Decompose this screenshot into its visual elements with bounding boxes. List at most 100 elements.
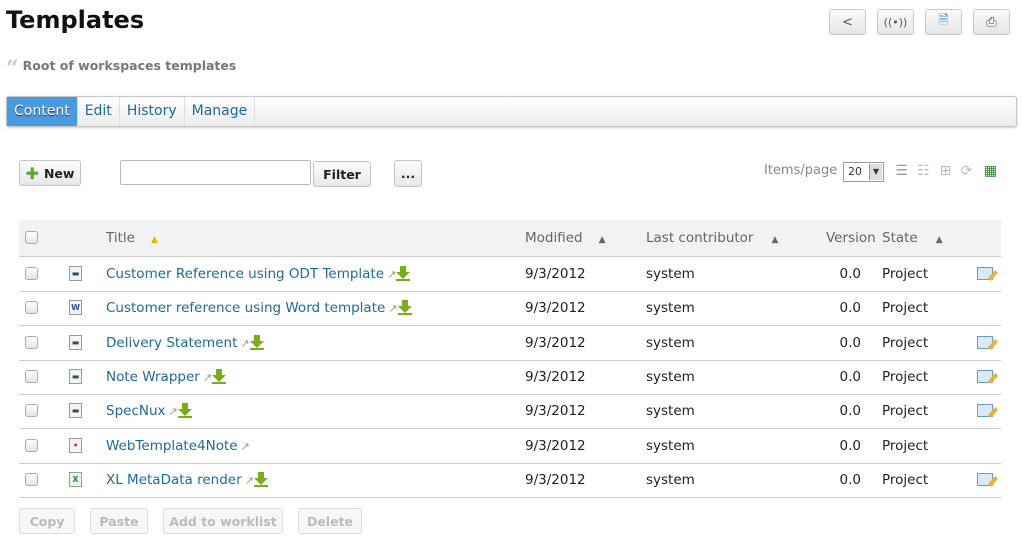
title-link[interactable]: WebTemplate4Note <box>106 437 238 454</box>
table-header: Title ▲ Modified ▲ Last contributor ▲ Versi… <box>19 220 1001 257</box>
row-title: SpecNux ↗ <box>106 403 192 419</box>
row-modified: 9/3/2012 <box>525 266 586 282</box>
table-row: ▬ SpecNux ↗ 9/3/2012 system 0.0 Project <box>19 394 1001 430</box>
row-checkbox[interactable] <box>25 404 38 418</box>
filter-button[interactable]: Filter <box>313 161 371 187</box>
edit-icon[interactable] <box>977 335 993 349</box>
row-state: Project <box>882 266 929 282</box>
edit-icon[interactable] <box>977 404 993 418</box>
row-state: Project <box>882 403 929 420</box>
thumbnail-view-icon[interactable]: ⊞ <box>939 163 952 179</box>
row-modified: 9/3/2012 <box>525 300 586 317</box>
tab-history[interactable]: History <box>120 97 185 126</box>
excel-export-icon[interactable]: ▦ <box>983 163 998 179</box>
row-title: Note Wrapper ↗ <box>106 368 227 385</box>
external-link-icon[interactable]: ↗ <box>240 439 250 453</box>
edit-icon[interactable] <box>977 267 993 280</box>
table-row: X XL MetaData render ↗ 9/3/2012 system 0.… <box>19 463 1001 498</box>
detail-view-icon[interactable]: ☷ <box>917 163 930 179</box>
copy-button[interactable]: Copy <box>19 508 75 534</box>
header-modified[interactable]: Modified ▲ <box>525 230 606 246</box>
paste-button[interactable]: Paste <box>90 508 148 534</box>
download-icon[interactable] <box>249 334 264 350</box>
table-row: • WebTemplate4Note ↗ 9/3/2012 system 0.0 … <box>19 429 1001 464</box>
row-checkbox[interactable] <box>25 335 38 349</box>
subscribe-button[interactable]: ((•)) <box>877 9 914 35</box>
table-row: ▬ Delivery Statement ↗ 9/3/2012 system 0.… <box>19 326 1001 361</box>
title-link[interactable]: Customer Reference using ODT Template <box>106 266 385 282</box>
row-modified: 9/3/2012 <box>525 471 586 488</box>
tab-content[interactable]: Content <box>7 97 78 126</box>
export-button[interactable]: 🗎 <box>925 9 962 35</box>
download-icon[interactable] <box>396 266 411 281</box>
more-button[interactable]: ... <box>394 160 422 187</box>
row-modified: 9/3/2012 <box>525 368 586 385</box>
row-checkbox[interactable] <box>25 301 38 315</box>
edit-icon[interactable] <box>977 369 993 383</box>
download-icon[interactable] <box>253 471 268 487</box>
sort-asc-icon: ▲ <box>150 235 158 245</box>
external-link-icon[interactable]: ↗ <box>240 336 250 350</box>
download-icon[interactable] <box>212 368 227 384</box>
download-icon[interactable] <box>397 300 412 316</box>
row-checkbox[interactable] <box>25 438 38 452</box>
row-state: Project <box>882 437 929 454</box>
row-title: Delivery Statement ↗ <box>106 334 264 351</box>
table-row: ▬ Customer Reference using ODT Template ↗… <box>19 257 1001 292</box>
row-version: 0.0 <box>839 471 861 488</box>
new-button[interactable]: ✚ New <box>19 160 81 186</box>
subscribe-icon: ((•)) <box>883 15 908 29</box>
list-view-icon[interactable]: ☰ <box>895 163 908 179</box>
delete-button[interactable]: Delete <box>298 508 362 534</box>
select-all-checkbox[interactable] <box>25 231 38 244</box>
filter-input[interactable] <box>120 160 311 185</box>
row-checkbox[interactable] <box>25 369 38 383</box>
add-to-worklist-button[interactable]: Add to worklist <box>163 508 283 534</box>
title-link[interactable]: Delivery Statement <box>106 334 238 351</box>
print-button[interactable]: ⎙ <box>973 9 1010 35</box>
title-link[interactable]: XL MetaData render <box>106 471 242 488</box>
external-link-icon[interactable]: ↗ <box>244 473 254 487</box>
title-link[interactable]: Customer reference using Word template <box>106 300 386 317</box>
items-per-page-select[interactable]: 20 ▼ <box>843 162 884 182</box>
tab-bar: Content Edit History Manage <box>6 96 1017 127</box>
description-text: Root of workspaces templates <box>22 58 237 73</box>
print-icon: ⎙ <box>986 14 997 30</box>
tab-manage[interactable]: Manage <box>185 97 256 126</box>
download-icon[interactable] <box>177 403 192 419</box>
refresh-icon[interactable]: ⟳ <box>960 163 973 179</box>
row-modified: 9/3/2012 <box>525 437 586 454</box>
header-title[interactable]: Title ▲ <box>106 230 158 246</box>
header-contributor[interactable]: Last contributor ▲ <box>646 230 779 246</box>
title-link[interactable]: SpecNux <box>106 403 166 420</box>
quote-icon: “ <box>6 56 19 82</box>
row-version: 0.0 <box>839 437 861 454</box>
title-link[interactable]: Note Wrapper <box>106 368 200 385</box>
header-state[interactable]: State ▲ <box>882 230 943 246</box>
row-title: WebTemplate4Note ↗ <box>106 438 250 454</box>
row-title: XL MetaData render ↗ <box>106 471 268 488</box>
page-title: Templates <box>6 6 145 34</box>
plus-icon: ✚ <box>25 163 39 183</box>
row-checkbox[interactable] <box>25 267 38 280</box>
row-contributor: system <box>646 403 695 420</box>
external-link-icon[interactable]: ↗ <box>387 268 397 281</box>
export-icon: 🗎 <box>938 13 949 28</box>
table-row: ▬ Note Wrapper ↗ 9/3/2012 system 0.0 Proj… <box>19 360 1001 395</box>
row-contributor: system <box>646 368 695 385</box>
external-link-icon[interactable]: ↗ <box>388 302 398 316</box>
edit-icon[interactable] <box>977 472 993 486</box>
row-contributor: system <box>646 471 695 488</box>
external-link-icon[interactable]: ↗ <box>168 405 178 419</box>
row-version: 0.0 <box>839 334 861 351</box>
sort-icon: ▲ <box>598 235 606 245</box>
header-version[interactable]: Version <box>826 230 876 246</box>
page-description: “Root of workspaces templates <box>6 56 236 82</box>
external-link-icon[interactable]: ↗ <box>202 370 213 384</box>
tab-edit[interactable]: Edit <box>78 97 120 126</box>
items-per-page-value: 20 <box>848 165 862 178</box>
row-checkbox[interactable] <box>25 472 38 486</box>
share-button[interactable]: < <box>829 9 866 35</box>
row-contributor: system <box>646 437 695 454</box>
web-file-icon: • <box>69 437 82 453</box>
